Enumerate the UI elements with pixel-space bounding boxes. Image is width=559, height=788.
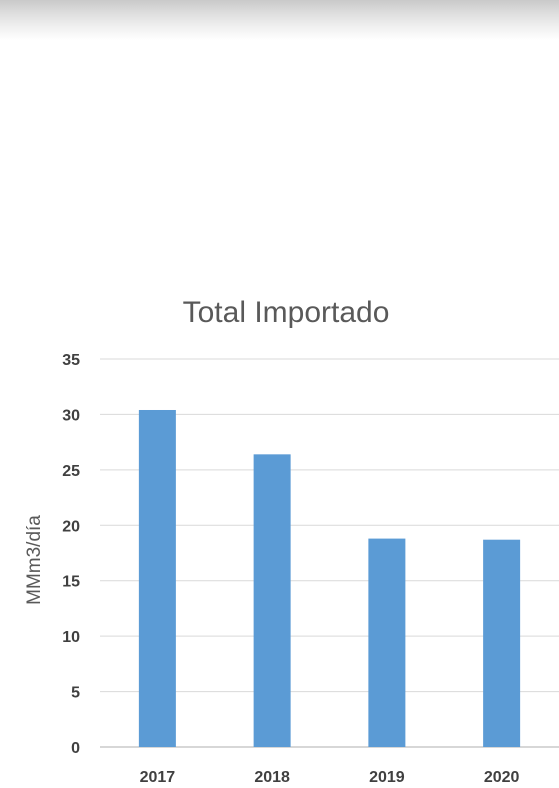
y-tick-label: 15 — [62, 574, 80, 591]
bar-2017 — [138, 409, 176, 747]
x-tick-label: 2017 — [140, 769, 176, 786]
y-tick-label: 30 — [62, 407, 80, 424]
y-tick-label: 25 — [62, 463, 80, 480]
x-tick-label: 2019 — [369, 769, 405, 786]
bar-2018 — [253, 454, 291, 747]
y-tick-label: 35 — [62, 352, 80, 369]
y-axis-label: MMm3/día — [24, 515, 45, 605]
y-tick-label: 5 — [71, 685, 80, 702]
y-tick-label: 0 — [71, 740, 80, 757]
chart-title: Total Importado — [183, 296, 390, 329]
y-tick-labels: 0 5 10 15 20 25 30 35 — [62, 352, 80, 757]
x-tick-labels: 2017 2018 2019 2020 — [140, 769, 520, 786]
gridlines — [100, 358, 559, 748]
x-tick-label: 2018 — [254, 769, 290, 786]
top-shadow-band — [0, 0, 559, 40]
bar-2020 — [483, 539, 521, 747]
bars — [138, 409, 521, 747]
y-tick-label: 20 — [62, 518, 80, 535]
y-tick-label: 10 — [62, 629, 80, 646]
x-tick-label: 2020 — [484, 769, 520, 786]
bar-2019 — [368, 538, 406, 747]
